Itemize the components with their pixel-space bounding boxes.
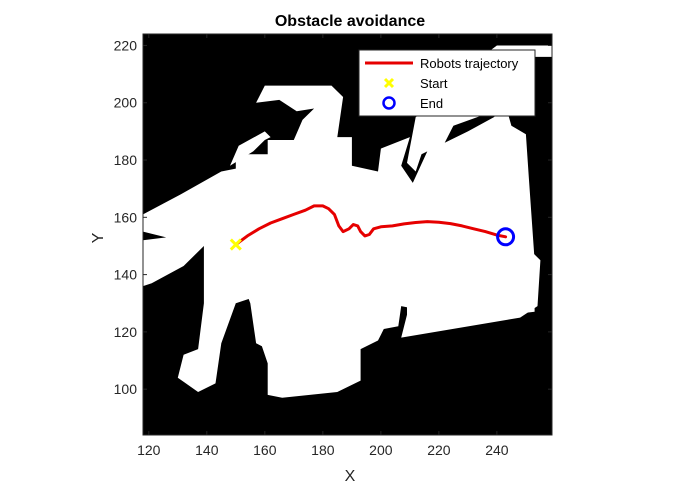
free-space-region-4 — [224, 254, 262, 304]
legend: Robots trajectory Start End — [358, 49, 536, 117]
x-tick-label: 140 — [195, 442, 219, 458]
x-tick-label: 200 — [369, 442, 393, 458]
start-marker-stroke — [229, 238, 242, 251]
y-tick-label: 200 — [114, 95, 138, 111]
legend-label: End — [420, 96, 443, 111]
trajectory-line — [234, 204, 508, 246]
legend-label: Start — [420, 76, 448, 91]
x-tick-label: 160 — [253, 442, 277, 458]
axes: 120 140 160 180 200 220 240 100 120 140 160 180 200 2… — [114, 33, 553, 458]
y-tick-label: 180 — [114, 152, 138, 168]
free-space-region-5 — [230, 131, 271, 166]
y-tick-label: 220 — [114, 37, 138, 53]
x-tick-label: 120 — [137, 442, 161, 458]
legend-start-icon-stroke — [383, 77, 395, 89]
y-tick-label: 160 — [114, 209, 138, 225]
x-tick-label: 240 — [485, 442, 509, 458]
legend-start-icon — [383, 77, 395, 89]
x-axis-label: X — [345, 468, 356, 485]
end-marker — [496, 227, 516, 247]
y-tick-label: 100 — [114, 381, 138, 397]
start-marker — [229, 238, 242, 251]
y-tick-label: 140 — [114, 267, 138, 283]
axes-box — [142, 33, 553, 436]
free-space-region-3 — [401, 246, 541, 338]
y-tick-label: 120 — [114, 324, 138, 340]
y-axis-label: Y — [90, 232, 107, 243]
x-tick-label: 220 — [427, 442, 451, 458]
chart-title: Obstacle avoidance — [275, 13, 425, 30]
x-tick-label: 180 — [311, 442, 335, 458]
legend-end-icon — [382, 96, 396, 110]
legend-label: Robots trajectory — [420, 56, 519, 71]
